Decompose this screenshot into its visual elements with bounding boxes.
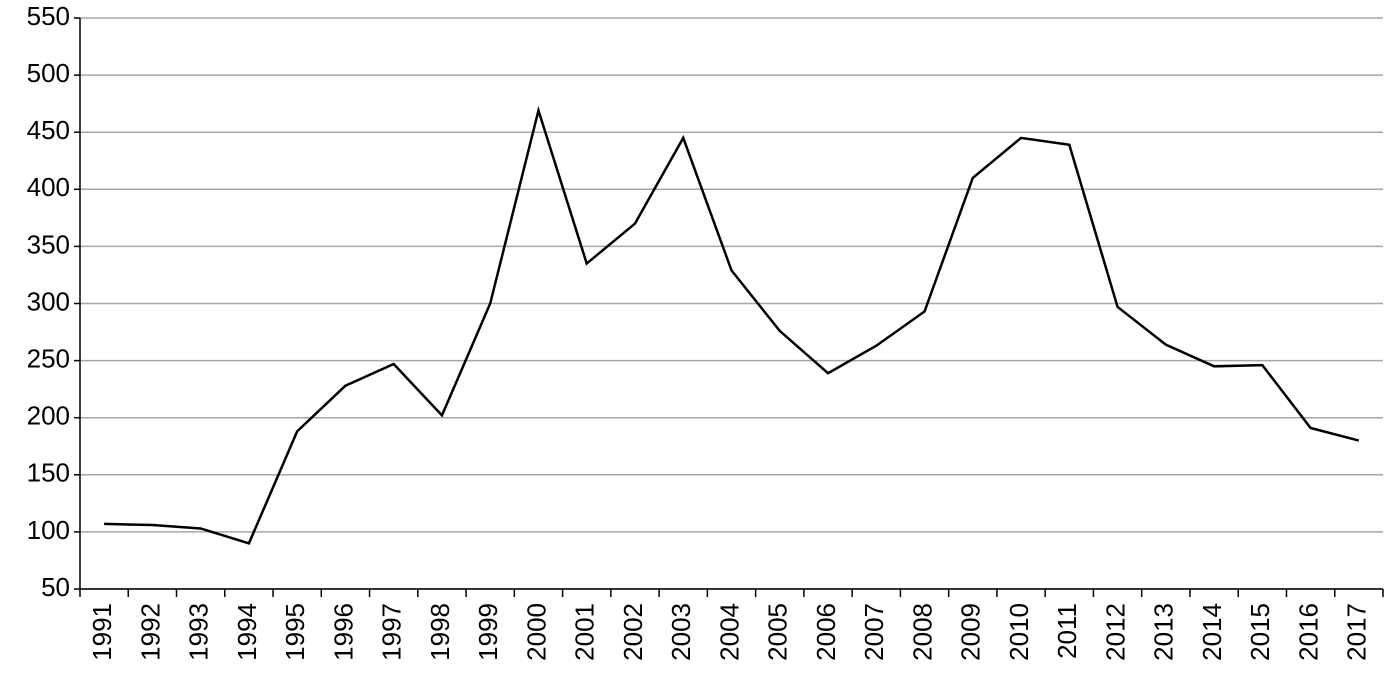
x-tick-label: 2010	[1004, 603, 1034, 661]
x-tick-label: 1999	[473, 603, 503, 661]
x-tick-label: 1995	[280, 603, 310, 661]
x-tick-label: 2012	[1100, 603, 1130, 661]
x-tick-label: 2017	[1342, 603, 1372, 661]
x-tick-label: 1994	[232, 603, 262, 661]
y-tick-label: 300	[27, 286, 70, 316]
y-tick-label: 500	[27, 58, 70, 88]
x-tick-label: 2013	[1149, 603, 1179, 661]
y-tick-label: 100	[27, 515, 70, 545]
y-tick-label: 50	[41, 572, 70, 602]
line	[104, 105, 1360, 545]
x-tick-label: 2011	[1052, 603, 1082, 659]
x-tick-label: 2002	[618, 603, 648, 661]
y-tick-label: 250	[27, 343, 70, 373]
x-tick-label: 1992	[135, 603, 165, 661]
x-tick-label: 1991	[87, 603, 117, 661]
y-tick-label: 550	[27, 1, 70, 31]
x-tick-label: 2015	[1245, 603, 1275, 661]
y-tick-label: 400	[27, 172, 70, 202]
x-tick-label: 2005	[763, 603, 793, 661]
x-tick-label: 2000	[521, 603, 551, 661]
x-tick-label: 1993	[184, 603, 214, 661]
x-tick-label: 2006	[811, 603, 841, 661]
y-tick-label: 350	[27, 229, 70, 259]
y-tick-label: 450	[27, 115, 70, 145]
x-tick-label: 1998	[425, 603, 455, 661]
x-tick-label: 2007	[859, 603, 889, 661]
x-tick-label: 2016	[1293, 603, 1323, 661]
x-tick-label: 2003	[666, 603, 696, 661]
y-tick-label: 150	[27, 458, 70, 488]
x-tick-label: 2004	[714, 603, 744, 661]
y-tick-label: 200	[27, 401, 70, 431]
x-tick-label: 2008	[907, 603, 937, 661]
x-tick-label: 2009	[956, 603, 986, 661]
x-tick-label: 1997	[377, 603, 407, 661]
x-tick-label: 2001	[570, 603, 600, 661]
x-tick-label: 1996	[328, 603, 358, 661]
x-tick-label: 2014	[1197, 603, 1227, 661]
